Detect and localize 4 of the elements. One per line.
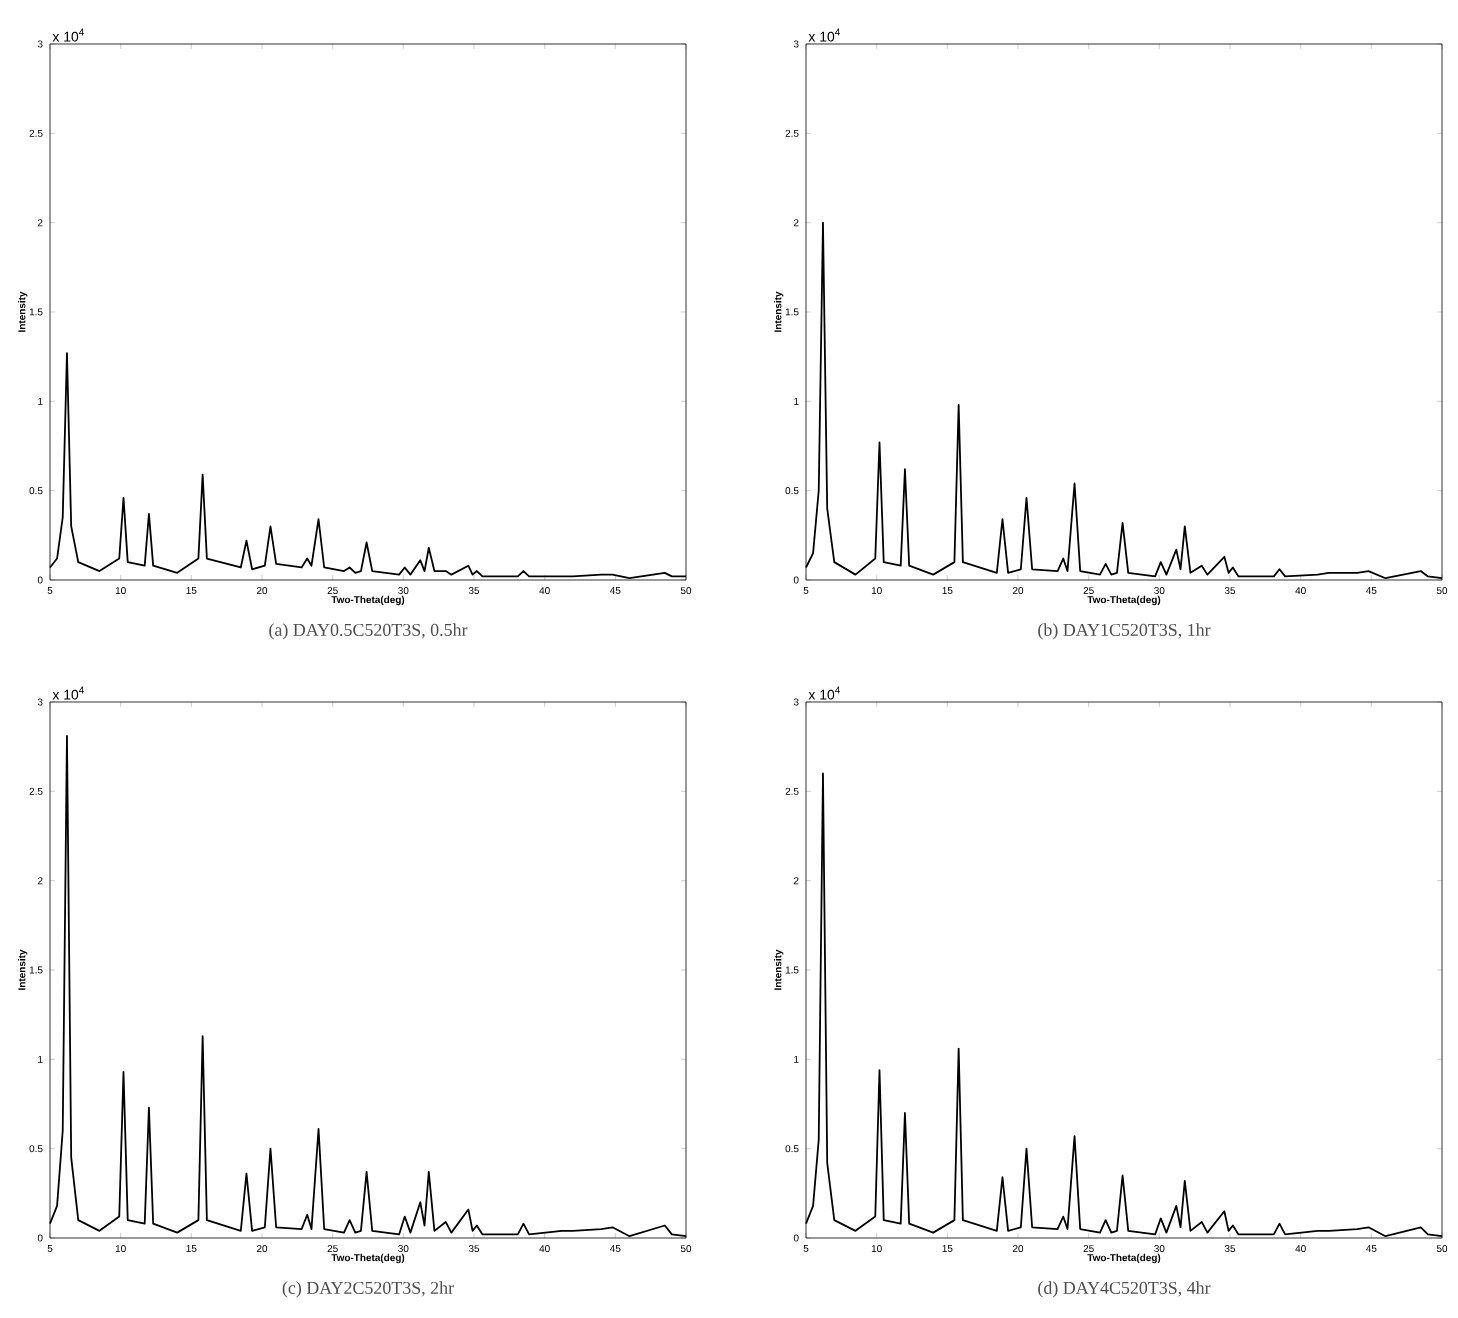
text: (b) DAY1C520T3S, 1hr <box>1038 623 1211 640</box>
text: (d) DAY4C520T3S, 4hr <box>1038 1281 1211 1298</box>
text: (c) DAY2C520T3S, 2hr <box>282 1281 454 1298</box>
text: (a) DAY0.5C520T3S, 0.5hr <box>269 623 468 640</box>
